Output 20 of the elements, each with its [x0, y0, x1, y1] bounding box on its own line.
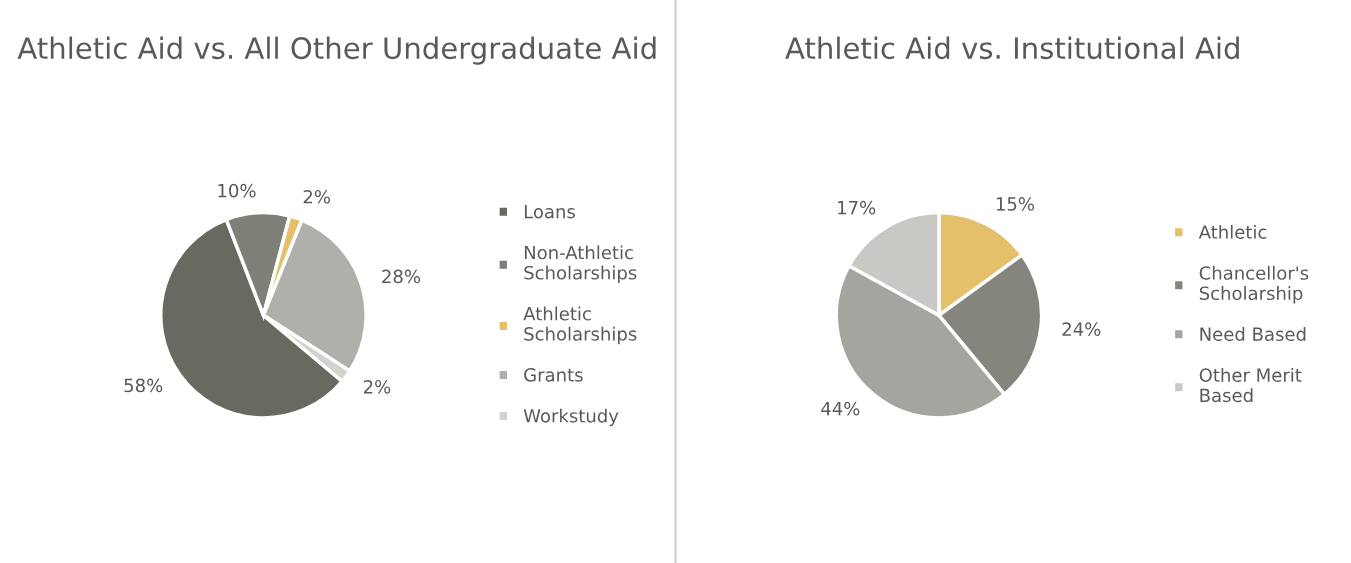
- legend-label: Athletic Scholarships: [523, 306, 637, 345]
- legend-label: Athletic: [1198, 224, 1267, 239]
- legend-label: Chancellor's Scholarship: [1199, 265, 1309, 304]
- legend-label: Loans: [524, 204, 575, 219]
- chart-title: Athletic Aid vs. Institutional Aid: [785, 36, 1239, 60]
- data-label: 17%: [838, 200, 876, 215]
- chart-title: Athletic Aid vs. All Other Undergraduate Aid: [17, 36, 656, 65]
- legend-label: Workstudy: [523, 408, 619, 427]
- data-label: 2%: [303, 189, 330, 204]
- data-label: 58%: [124, 378, 163, 393]
- legend-label: Grants: [524, 368, 583, 382]
- legend-label: Other Merit Based: [1199, 367, 1302, 403]
- data-label: 15%: [996, 197, 1035, 211]
- legend-label: Need Based: [1200, 327, 1306, 341]
- data-label: 2%: [363, 379, 391, 394]
- data-label: 44%: [821, 401, 860, 416]
- data-label: 28%: [382, 269, 421, 284]
- legend-label: Non-Athletic Scholarships: [524, 245, 637, 284]
- data-label: 10%: [218, 183, 256, 198]
- data-label: 24%: [1062, 322, 1101, 336]
